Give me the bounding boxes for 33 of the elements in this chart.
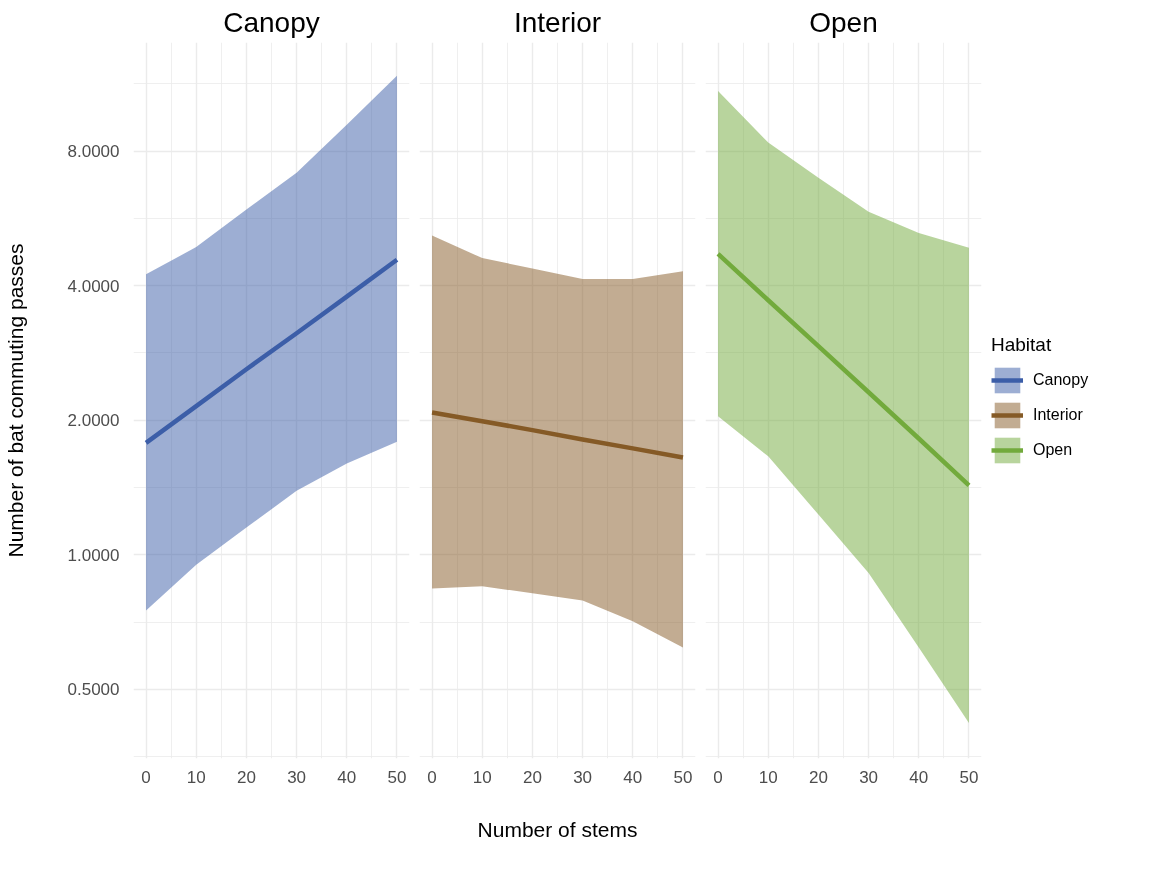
x-tick-label: 0: [141, 767, 151, 787]
y-tick-label: 1.0000: [67, 545, 120, 565]
x-tick-label: 10: [472, 767, 492, 787]
x-tick-label: 0: [713, 767, 723, 787]
x-axis-title: Number of stems: [477, 817, 638, 841]
x-tick-label: 20: [522, 767, 542, 787]
y-tick-label: 8.0000: [67, 142, 120, 162]
x-tick-label: 50: [673, 767, 693, 787]
legend-label: Canopy: [1033, 371, 1089, 389]
legend-label: Interior: [1033, 406, 1083, 424]
x-tick-label: 50: [959, 767, 979, 787]
x-tick-label: 40: [623, 767, 643, 787]
legend-label: Open: [1033, 441, 1073, 459]
x-tick-label: 50: [387, 767, 407, 787]
y-tick-label: 2.0000: [67, 411, 120, 431]
y-tick-label: 0.5000: [67, 680, 120, 700]
y-tick-label: 4.0000: [67, 276, 120, 296]
chart-title: Open: [809, 7, 878, 38]
x-tick-label: 30: [287, 767, 307, 787]
x-tick-label: 30: [573, 767, 593, 787]
chart-title: Interior: [513, 7, 602, 38]
x-tick-label: 30: [859, 767, 879, 787]
x-tick-label: 40: [337, 767, 357, 787]
line-series: [143, 257, 400, 446]
x-tick-label: 10: [186, 767, 206, 787]
y-axis-title: Number of bat commuting passes: [3, 243, 27, 558]
x-tick-label: 20: [808, 767, 828, 787]
x-tick-label: 0: [427, 767, 437, 787]
x-tick-label: 10: [758, 767, 778, 787]
chart-title: Canopy: [223, 7, 320, 38]
x-tick-label: 20: [236, 767, 256, 787]
x-tick-label: 40: [909, 767, 929, 787]
legend-title: Habitat: [991, 334, 1053, 356]
